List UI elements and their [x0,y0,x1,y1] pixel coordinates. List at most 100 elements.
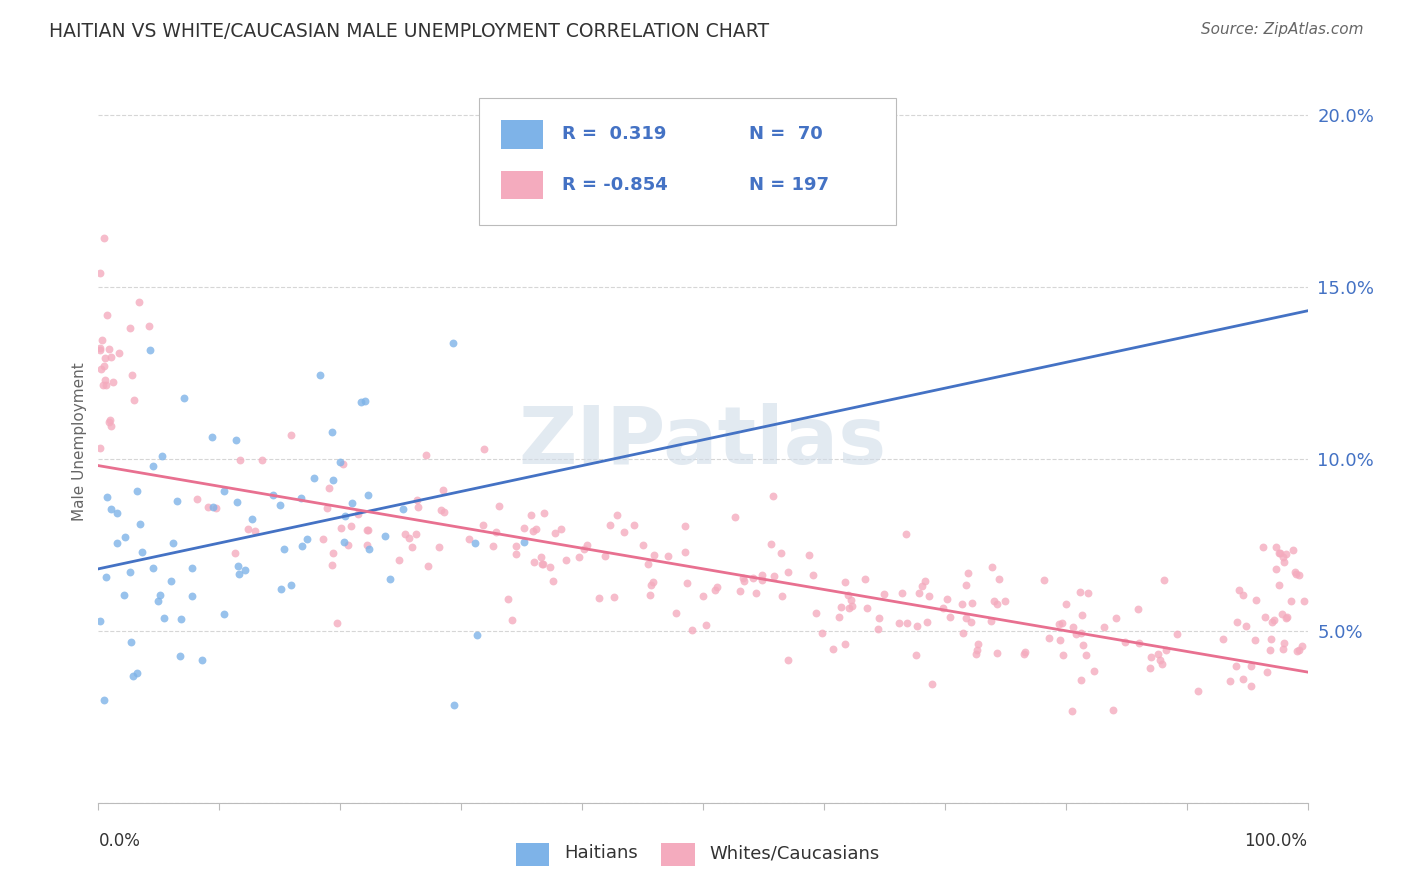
Point [745,586,768,600]
Point [1240,679,1263,693]
Point [1271,607,1294,622]
Point [643,548,665,562]
Point [316,500,339,515]
Point [488,500,510,514]
Point [226,495,249,509]
Point [1256,665,1278,679]
Point [613,525,636,540]
Point [673,545,696,559]
Point [967,636,990,650]
Point [957,566,980,580]
Point [329,454,352,468]
Point [1219,673,1241,688]
Point [322,546,344,560]
Point [233,563,256,577]
Point [1274,547,1296,561]
Point [1288,568,1310,582]
Point [505,547,527,561]
Point [1225,658,1247,673]
Point [576,538,599,552]
Point [1279,594,1302,608]
Point [1054,597,1077,611]
Point [322,473,344,487]
Text: 0.0%: 0.0% [98,831,141,850]
Point [160,574,183,589]
Point [114,530,136,544]
Point [538,560,561,574]
Point [955,610,977,624]
Point [797,548,820,562]
Point [1047,617,1070,632]
Point [131,544,153,558]
Point [638,589,661,603]
Point [329,521,352,535]
Point [1244,633,1267,648]
Point [443,698,465,712]
Point [1291,639,1313,653]
Point [637,557,659,571]
Point [834,637,856,651]
Point [1071,638,1094,652]
Point [96,308,118,322]
Point [333,508,356,523]
Point [733,574,755,589]
Point [1232,589,1254,603]
Point [908,586,931,600]
Point [681,623,703,637]
FancyBboxPatch shape [501,120,543,149]
Point [93,693,115,707]
Point [90,361,112,376]
Point [332,458,354,472]
Point [751,573,773,587]
Point [657,549,679,563]
Point [939,610,962,624]
Point [89,441,111,455]
Point [121,669,143,683]
Text: ZIPatlas: ZIPatlas [519,402,887,481]
Point [93,231,115,245]
Point [485,524,508,539]
Point [706,580,728,594]
Point [138,319,160,334]
Point [105,507,128,521]
Y-axis label: Male Unemployment: Male Unemployment [72,362,87,521]
Point [1101,703,1123,717]
Point [522,524,544,538]
Point [105,536,128,550]
Point [416,558,439,573]
Point [501,613,523,627]
Point [675,576,697,591]
Point [1284,565,1306,579]
Point [823,641,845,656]
Point [472,518,495,533]
Point [896,615,918,630]
Point [1077,586,1099,600]
Point [724,510,747,524]
Point [994,594,1017,608]
Point [544,525,567,540]
Point [695,618,717,632]
Point [1234,619,1257,633]
Point [980,614,1002,628]
Point [1060,705,1083,719]
Point [1232,672,1254,686]
Point [228,452,250,467]
Point [1251,540,1274,554]
Point [1285,566,1308,581]
Point [960,596,983,610]
Point [983,594,1005,608]
Point [513,521,536,535]
Point [465,628,488,642]
Point [868,610,890,624]
Point [94,351,117,366]
Point [1104,611,1126,625]
FancyBboxPatch shape [479,98,897,225]
Point [519,508,541,522]
Point [295,533,318,547]
Point [401,540,423,554]
Point [593,549,616,563]
Text: N = 197: N = 197 [749,176,830,194]
Point [212,607,235,622]
Point [108,346,131,360]
Point [89,343,111,357]
